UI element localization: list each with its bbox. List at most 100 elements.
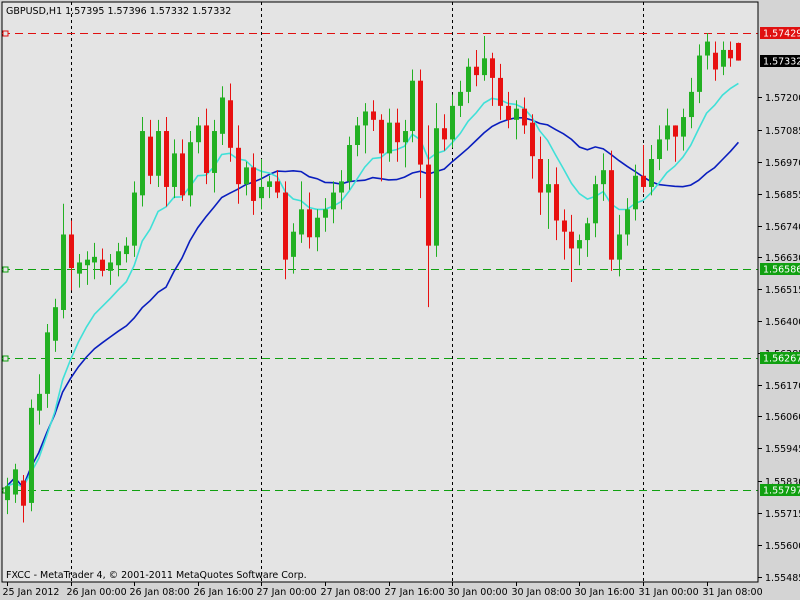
candle xyxy=(29,399,34,512)
candle-body xyxy=(418,80,423,165)
candle-body xyxy=(673,125,678,137)
candle-body xyxy=(188,142,193,196)
candle-body xyxy=(355,125,360,146)
candle xyxy=(323,198,328,232)
candle-body xyxy=(593,184,598,224)
candle-body xyxy=(21,480,26,506)
candle-body xyxy=(498,77,503,106)
candle-body xyxy=(736,42,741,61)
candle-body xyxy=(522,108,527,126)
candle-body xyxy=(625,209,630,235)
level-price-label: 1.56267 xyxy=(763,354,800,365)
x-tick-label: 26 Jan 16:00 xyxy=(194,587,254,598)
level-anchor xyxy=(2,266,9,273)
x-tick-label: 26 Jan 00:00 xyxy=(67,587,127,598)
candle-body xyxy=(538,158,543,193)
candle-body xyxy=(546,184,551,193)
x-tick-label: 27 Jan 08:00 xyxy=(321,587,381,598)
candle-body xyxy=(633,175,638,210)
candle xyxy=(418,69,423,199)
level-anchor xyxy=(2,355,9,362)
candle-body xyxy=(323,209,328,218)
candle xyxy=(681,108,686,151)
candle xyxy=(410,69,415,143)
plot-area xyxy=(1,1,759,583)
candle xyxy=(403,119,408,168)
candle xyxy=(593,175,598,238)
level-price-label: 1.56586 xyxy=(763,265,800,276)
candle-body xyxy=(506,105,511,120)
candle-body xyxy=(172,153,177,187)
candle xyxy=(124,237,129,263)
y-tick-label: 1.56515 xyxy=(765,285,800,296)
candle xyxy=(395,108,400,162)
candle xyxy=(212,119,217,193)
candle xyxy=(140,117,145,207)
price-levels xyxy=(2,30,758,494)
candle xyxy=(434,103,439,257)
candle-body xyxy=(466,66,471,92)
candle-body xyxy=(649,158,654,187)
candle-body xyxy=(347,145,352,182)
candle-body xyxy=(713,52,718,70)
level-price-tag xyxy=(760,352,800,364)
candle xyxy=(53,298,58,352)
candle xyxy=(259,158,264,210)
y-tick-label: 1.57200 xyxy=(765,93,800,104)
candle xyxy=(736,42,741,61)
candle xyxy=(689,77,694,129)
candle xyxy=(506,91,511,129)
candle-body xyxy=(450,105,455,140)
candle-body xyxy=(410,80,415,132)
candle xyxy=(180,139,185,201)
candle-body xyxy=(665,125,670,140)
level-price-tag xyxy=(760,263,800,275)
x-tick-label: 30 Jan 08:00 xyxy=(512,587,572,598)
candle-body xyxy=(681,117,686,137)
candle-body xyxy=(92,256,97,263)
candle-body xyxy=(77,262,82,274)
y-tick-label: 1.56400 xyxy=(765,317,800,328)
candle-body xyxy=(69,234,74,269)
x-tick-label: 25 Jan 2012 xyxy=(3,587,60,598)
candle xyxy=(77,254,82,288)
candle xyxy=(474,49,479,87)
candle-body xyxy=(244,167,249,185)
last-price-label: 1.57332 xyxy=(763,57,800,68)
candle xyxy=(482,35,487,81)
x-tick-label: 31 Jan 00:00 xyxy=(639,587,699,598)
candle xyxy=(585,217,590,257)
candle-body xyxy=(728,49,733,59)
candle xyxy=(450,94,455,148)
candle xyxy=(251,153,256,215)
y-tick-label: 1.56630 xyxy=(765,253,800,264)
candle-body xyxy=(196,125,201,143)
candle xyxy=(371,100,376,132)
candle-body xyxy=(371,111,376,120)
candle-body xyxy=(13,469,18,495)
candle-body xyxy=(585,223,590,241)
y-tick-label: 1.55715 xyxy=(765,509,800,520)
candle xyxy=(490,52,495,106)
candle-body xyxy=(220,97,225,134)
candle xyxy=(538,136,543,215)
candle xyxy=(363,103,368,154)
candle-body xyxy=(562,220,567,232)
candle-body xyxy=(251,167,256,201)
candle xyxy=(530,114,535,179)
ma-slow-line xyxy=(6,117,740,489)
candle xyxy=(69,220,74,291)
candle-body xyxy=(569,231,574,249)
candle-body xyxy=(426,164,431,246)
candle-body xyxy=(180,153,185,196)
candle-body xyxy=(45,332,50,394)
candle xyxy=(244,161,249,196)
candle xyxy=(569,214,574,283)
candles xyxy=(5,33,741,523)
candle xyxy=(45,323,50,408)
candle xyxy=(721,41,726,76)
candle xyxy=(291,223,296,274)
candle-body xyxy=(434,128,439,246)
candle-body xyxy=(554,184,559,221)
